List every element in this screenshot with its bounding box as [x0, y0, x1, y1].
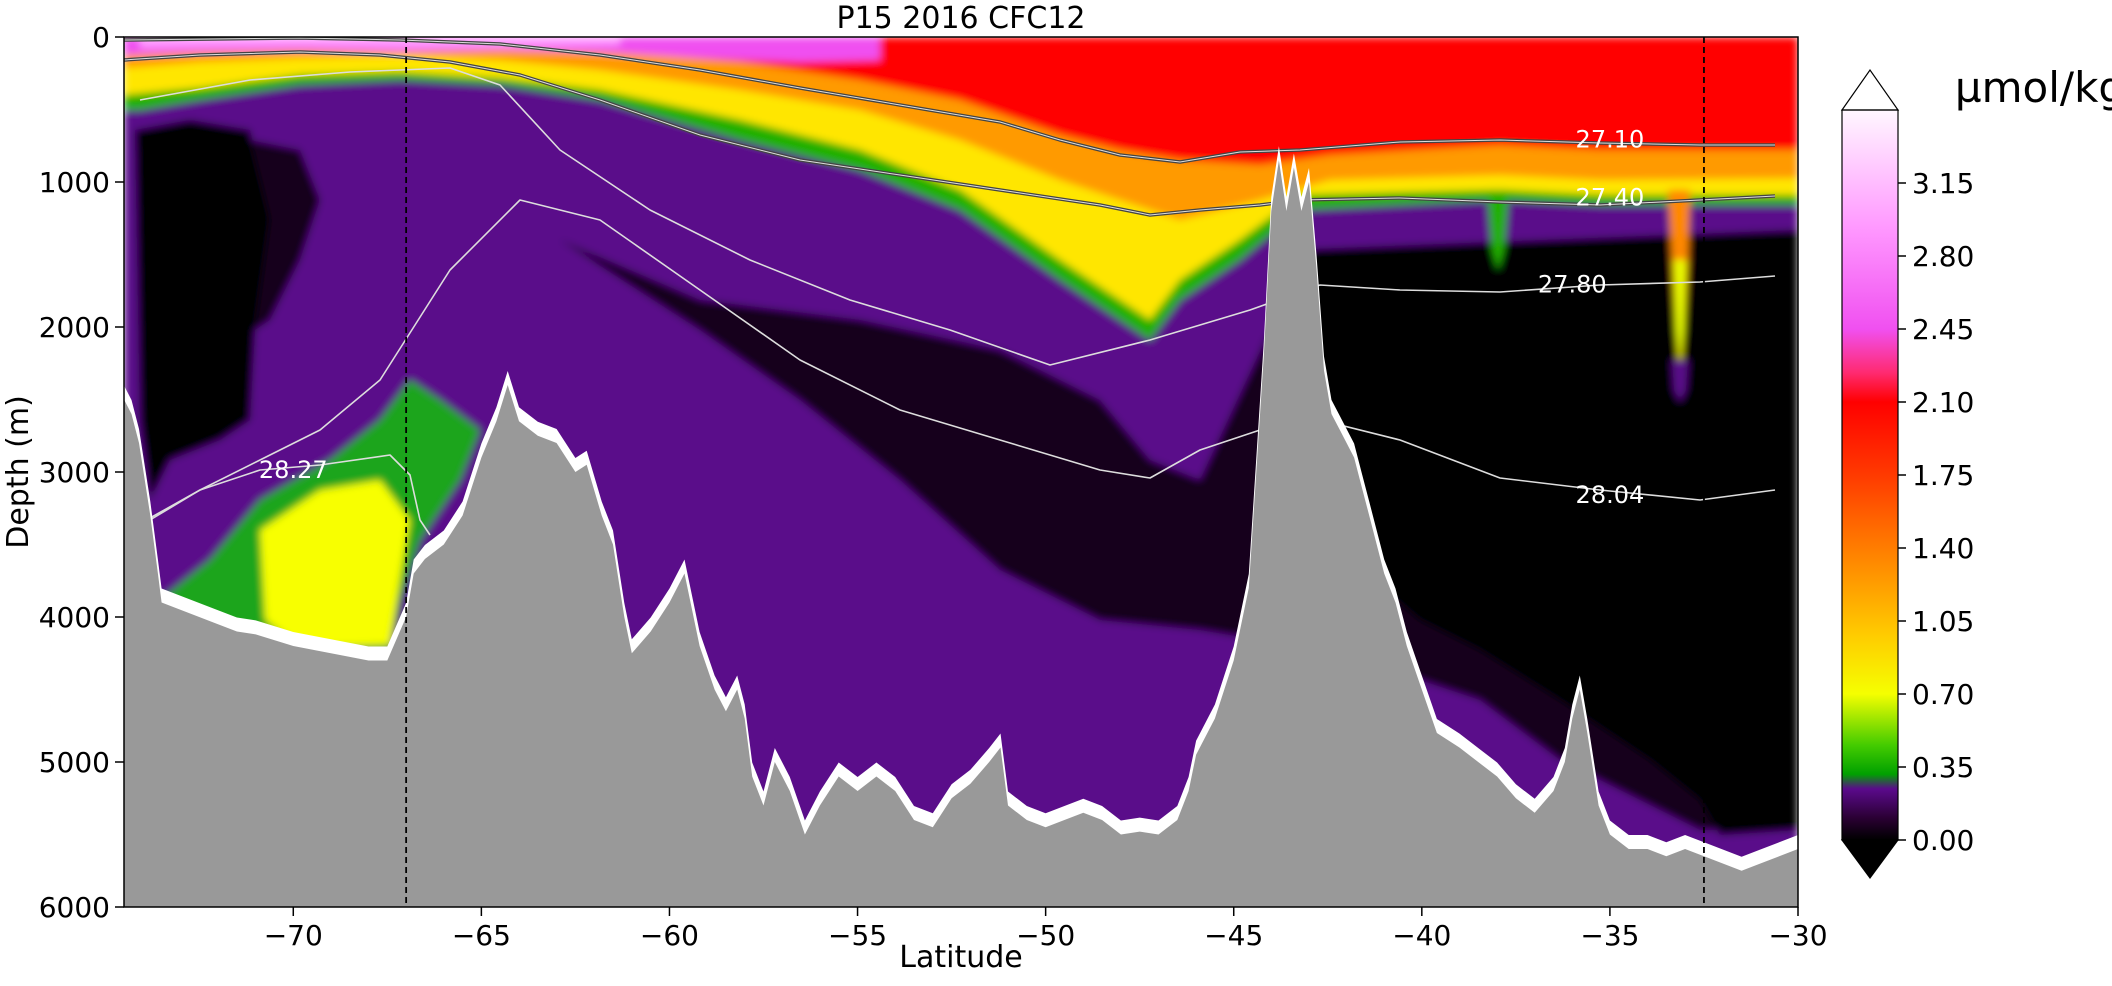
- x-tick-label: −30: [1768, 919, 1827, 952]
- colorbar-tick-label: 1.05: [1912, 605, 1974, 638]
- reference-lines: [405, 37, 1705, 907]
- y-tick-label: 2000: [39, 311, 110, 344]
- colorbar-extend-bottom: [1840, 839, 1900, 880]
- colorbar-tick-label: 2.45: [1912, 313, 1974, 346]
- bathymetry: [124, 160, 1798, 907]
- y-tick-label: 4000: [39, 601, 110, 634]
- field-plume-east-purple: [1672, 360, 1688, 402]
- y-axis-ticks: 0 1000 2000 3000 4000 5000 6000: [39, 21, 124, 924]
- y-tick-label: 1000: [39, 166, 110, 199]
- field-black-east: [1270, 230, 1798, 835]
- colorbar-gradient: [1842, 110, 1898, 840]
- colorbar: 0.00 0.35 0.70 1.05 1.40 1.75 2.10 2.45 2.80 3.15…: [1840, 63, 2112, 880]
- colorbar-tick-label: 3.15: [1912, 167, 1974, 200]
- x-tick-label: −60: [640, 919, 699, 952]
- field-dark-west: [135, 120, 270, 500]
- colorbar-tick-label: 2.80: [1912, 240, 1974, 273]
- isopycnal-line-2827: [149, 454, 431, 536]
- isopycnal-line-2740w: [124, 51, 1776, 216]
- field-surface-red: [124, 37, 1798, 165]
- isopycnal-line-2710w: [124, 37, 1775, 163]
- x-axis-label: Latitude: [899, 940, 1022, 975]
- isopycnal-label: 27.40: [1576, 184, 1645, 212]
- isopycnal-labels: 27.10 27.40 27.80 28.04 28.27: [259, 126, 1644, 509]
- field-yellow-blob: [260, 480, 410, 648]
- colorbar-tick-label: 0.70: [1912, 678, 1974, 711]
- isopycnal-line-2804: [149, 199, 1776, 521]
- isopycnal-label: 28.27: [259, 456, 328, 484]
- colorbar-tick-label: 0.00: [1912, 824, 1974, 857]
- y-tick-label: 0: [92, 21, 110, 54]
- colorbar-units: µmol/kg: [1955, 63, 2112, 112]
- x-axis-ticks: −70 −65 −60 −55 −50 −45 −40 −35 −30: [264, 907, 1828, 952]
- x-tick-label: −70: [264, 919, 323, 952]
- plot-field: [124, 37, 1798, 907]
- y-tick-label: 5000: [39, 746, 110, 779]
- colorbar-ticks: 0.00 0.35 0.70 1.05 1.40 1.75 2.10 2.45 2.80 3.15: [1898, 167, 1974, 857]
- isopycnal-line-2780: [139, 67, 1776, 366]
- colorbar-tick-label: 1.75: [1912, 459, 1974, 492]
- colorbar-tick-label: 2.10: [1912, 386, 1974, 419]
- isopycnals: [124, 37, 1776, 536]
- x-tick-label: −65: [452, 919, 511, 952]
- chart-title: P15 2016 CFC12: [836, 1, 1085, 36]
- isopycnal-label: 27.80: [1538, 271, 1607, 299]
- field-plume-mid: [1488, 200, 1508, 270]
- y-tick-label: 3000: [39, 456, 110, 489]
- isopycnal-label: 28.04: [1576, 481, 1645, 509]
- y-tick-label: 6000: [39, 891, 110, 924]
- field-plume-east-yellow: [1674, 260, 1686, 370]
- x-tick-label: −45: [1204, 919, 1263, 952]
- x-tick-label: −55: [828, 919, 887, 952]
- field-dark-west-2: [250, 140, 320, 330]
- colorbar-extend-top: [1840, 68, 1900, 111]
- x-tick-label: −35: [1580, 919, 1639, 952]
- isopycnal-label: 27.10: [1576, 126, 1645, 154]
- x-tick-label: −40: [1392, 919, 1451, 952]
- colorbar-tick-label: 1.40: [1912, 532, 1974, 565]
- y-axis-label: Depth (m): [1, 395, 36, 549]
- colorbar-tick-label: 0.35: [1912, 751, 1974, 784]
- x-tick-label: −50: [1016, 919, 1075, 952]
